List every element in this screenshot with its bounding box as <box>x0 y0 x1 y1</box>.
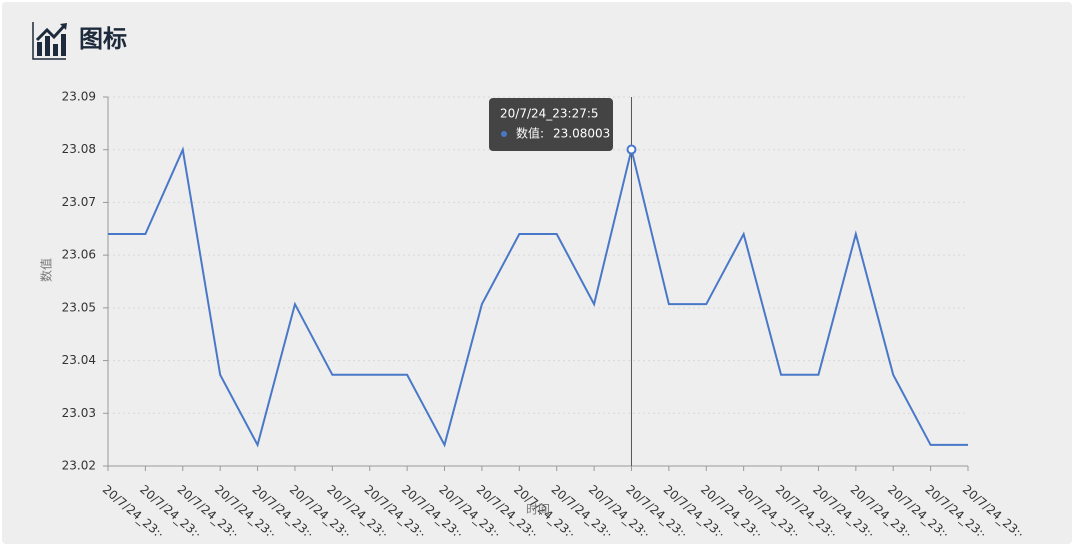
y-tick-label: 23.05 <box>62 300 96 314</box>
tooltip-box <box>489 98 613 151</box>
hover-point <box>626 144 637 155</box>
x-axis-label: 时间 <box>526 503 550 517</box>
header-icon <box>32 22 67 60</box>
tooltip-marker <box>501 131 507 137</box>
y-tick-label: 23.06 <box>62 248 96 262</box>
y-tick-label: 23.09 <box>62 90 96 104</box>
y-tick-label: 23.04 <box>62 353 96 367</box>
card <box>2 2 1072 544</box>
y-tick-label: 23.08 <box>62 142 96 156</box>
y-tick-label: 23.07 <box>62 195 96 209</box>
series-line <box>108 146 968 448</box>
y-axis-label: 数值 <box>39 258 54 282</box>
tooltip-title: 20/7/24_23:27:5 <box>500 107 599 121</box>
tooltip: 20/7/24_23:27:5 数值: 23.08003 <box>489 98 613 151</box>
y-tick-label: 23.02 <box>62 459 96 473</box>
header-title: 图标 <box>79 25 127 53</box>
tooltip-value: 23.08003 <box>553 127 610 141</box>
tooltip-series: 数值: <box>516 126 544 141</box>
y-tick-label: 23.03 <box>62 406 96 420</box>
